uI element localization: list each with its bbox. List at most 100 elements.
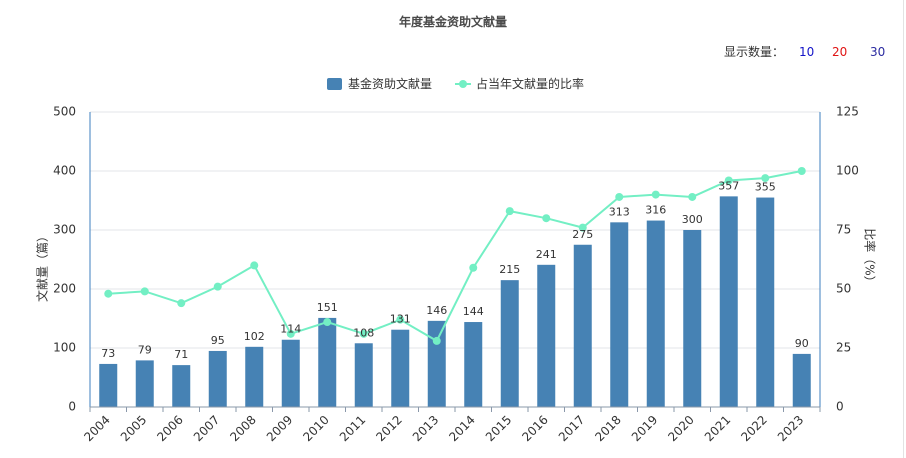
bar[interactable] — [427, 320, 446, 407]
bar-data-label: 108 — [353, 326, 374, 339]
bar[interactable] — [281, 339, 300, 407]
bar[interactable] — [756, 197, 775, 407]
data-labels-layer: 73 79 71 95 102 114 151 108 131 146 144 215 241 275 31… — [101, 179, 809, 361]
ratio-line — [108, 170, 802, 343]
line-point[interactable] — [469, 263, 478, 272]
legend-label-bar-series: 基金资助文献量 — [348, 77, 433, 91]
line-point[interactable] — [177, 299, 186, 308]
line-point[interactable] — [505, 207, 514, 216]
line-point[interactable] — [688, 192, 697, 201]
bar[interactable] — [500, 280, 519, 407]
bars-layer — [99, 196, 811, 407]
bar[interactable] — [683, 230, 702, 407]
grid-layer — [90, 111, 820, 408]
y-left-tick-label: 400 — [53, 164, 76, 178]
line-point[interactable] — [323, 318, 332, 327]
x-tick-label: 2019 — [629, 413, 660, 444]
bar-data-label: 146 — [426, 304, 447, 317]
x-tick-label: 2018 — [592, 413, 623, 444]
x-tick-label: 2014 — [446, 413, 477, 444]
line-point[interactable] — [359, 329, 368, 338]
display-count-option-10[interactable]: 10 — [799, 45, 815, 59]
bar[interactable] — [646, 220, 665, 407]
bar-data-label: 355 — [755, 181, 776, 194]
y-left-tick-label: 100 — [53, 341, 76, 355]
display-count-label: 显示数量： — [724, 45, 785, 59]
bar-data-label: 90 — [795, 337, 809, 350]
bar[interactable] — [573, 244, 592, 407]
x-tick-label: 2006 — [154, 413, 185, 444]
y-right-tick-label: 0 — [836, 400, 844, 414]
bar-data-label: 151 — [317, 301, 338, 314]
x-tick-label: 2023 — [775, 413, 806, 444]
bar[interactable] — [208, 350, 227, 407]
bar[interactable] — [135, 360, 154, 407]
x-tick-label: 2016 — [519, 413, 550, 444]
line-point[interactable] — [104, 289, 113, 298]
x-tick-label: 2012 — [373, 413, 404, 444]
x-tick-label: 2015 — [483, 413, 514, 444]
bar-data-label: 313 — [609, 205, 630, 218]
line-point[interactable] — [797, 167, 806, 175]
line-point[interactable] — [140, 287, 149, 296]
x-tick-label: 2009 — [264, 413, 295, 444]
bar-data-label: 79 — [138, 343, 152, 356]
bar-data-label: 71 — [174, 348, 188, 361]
bar[interactable] — [464, 322, 483, 407]
line-point[interactable] — [213, 282, 222, 291]
bar[interactable] — [354, 343, 373, 407]
x-tick-label: 2020 — [665, 413, 696, 444]
bar[interactable] — [719, 196, 738, 407]
x-tick-label: 2022 — [738, 413, 769, 444]
bar-swatch-icon — [327, 78, 342, 90]
line-point[interactable] — [578, 223, 587, 232]
y-right-tick-label: 25 — [836, 341, 851, 355]
bar[interactable] — [245, 346, 264, 407]
bar-data-label: 114 — [280, 323, 301, 336]
bar-data-label: 95 — [211, 334, 225, 347]
bar-data-label: 73 — [101, 347, 115, 360]
bar[interactable] — [318, 317, 337, 407]
y-right-tick-label: 100 — [836, 164, 859, 178]
x-tick-label: 2017 — [556, 413, 587, 444]
bar-data-label: 357 — [718, 179, 739, 192]
x-tick-label: 2004 — [81, 413, 112, 444]
line-point[interactable] — [651, 190, 660, 199]
display-count-option-20[interactable]: 20 — [832, 45, 848, 59]
bar[interactable] — [99, 363, 118, 407]
x-tick-label: 2010 — [300, 413, 331, 444]
y-left-tick-label: 200 — [53, 282, 76, 296]
bar[interactable] — [537, 264, 556, 407]
x-tick-label: 2013 — [410, 413, 441, 444]
display-count-option-30[interactable]: 30 — [870, 45, 886, 59]
bar-data-label: 144 — [463, 305, 484, 318]
bar[interactable] — [610, 222, 629, 407]
line-point[interactable] — [286, 329, 295, 338]
y-right-tick-label: 75 — [836, 223, 851, 237]
bar[interactable] — [391, 329, 410, 407]
y-axis-left-label: 文献量（篇） — [35, 230, 50, 302]
y-left-tick-label: 300 — [53, 223, 76, 237]
bar-data-label: 275 — [572, 228, 593, 241]
bar-data-label: 215 — [499, 263, 520, 276]
y-left-tick-label: 500 — [53, 105, 76, 119]
line-point[interactable] — [542, 214, 551, 223]
y-left-tick-label: 0 — [68, 400, 76, 414]
bar-data-label: 300 — [682, 213, 703, 226]
line-point[interactable] — [396, 315, 405, 324]
y-right-tick-label: 125 — [836, 105, 859, 119]
panel-border — [903, 0, 904, 458]
bar-data-label: 102 — [244, 330, 265, 343]
line-point[interactable] — [250, 261, 259, 270]
line-point[interactable] — [724, 176, 733, 185]
line-point[interactable] — [615, 192, 624, 201]
legend-label-line-series: 占当年文献量的比率 — [476, 77, 585, 91]
bar[interactable] — [172, 365, 191, 407]
bar[interactable] — [792, 353, 811, 407]
line-point[interactable] — [432, 336, 441, 345]
x-tick-label: 2021 — [702, 413, 733, 444]
line-point[interactable] — [761, 174, 770, 183]
line-dot-icon — [459, 80, 467, 88]
line-layer — [104, 167, 806, 345]
